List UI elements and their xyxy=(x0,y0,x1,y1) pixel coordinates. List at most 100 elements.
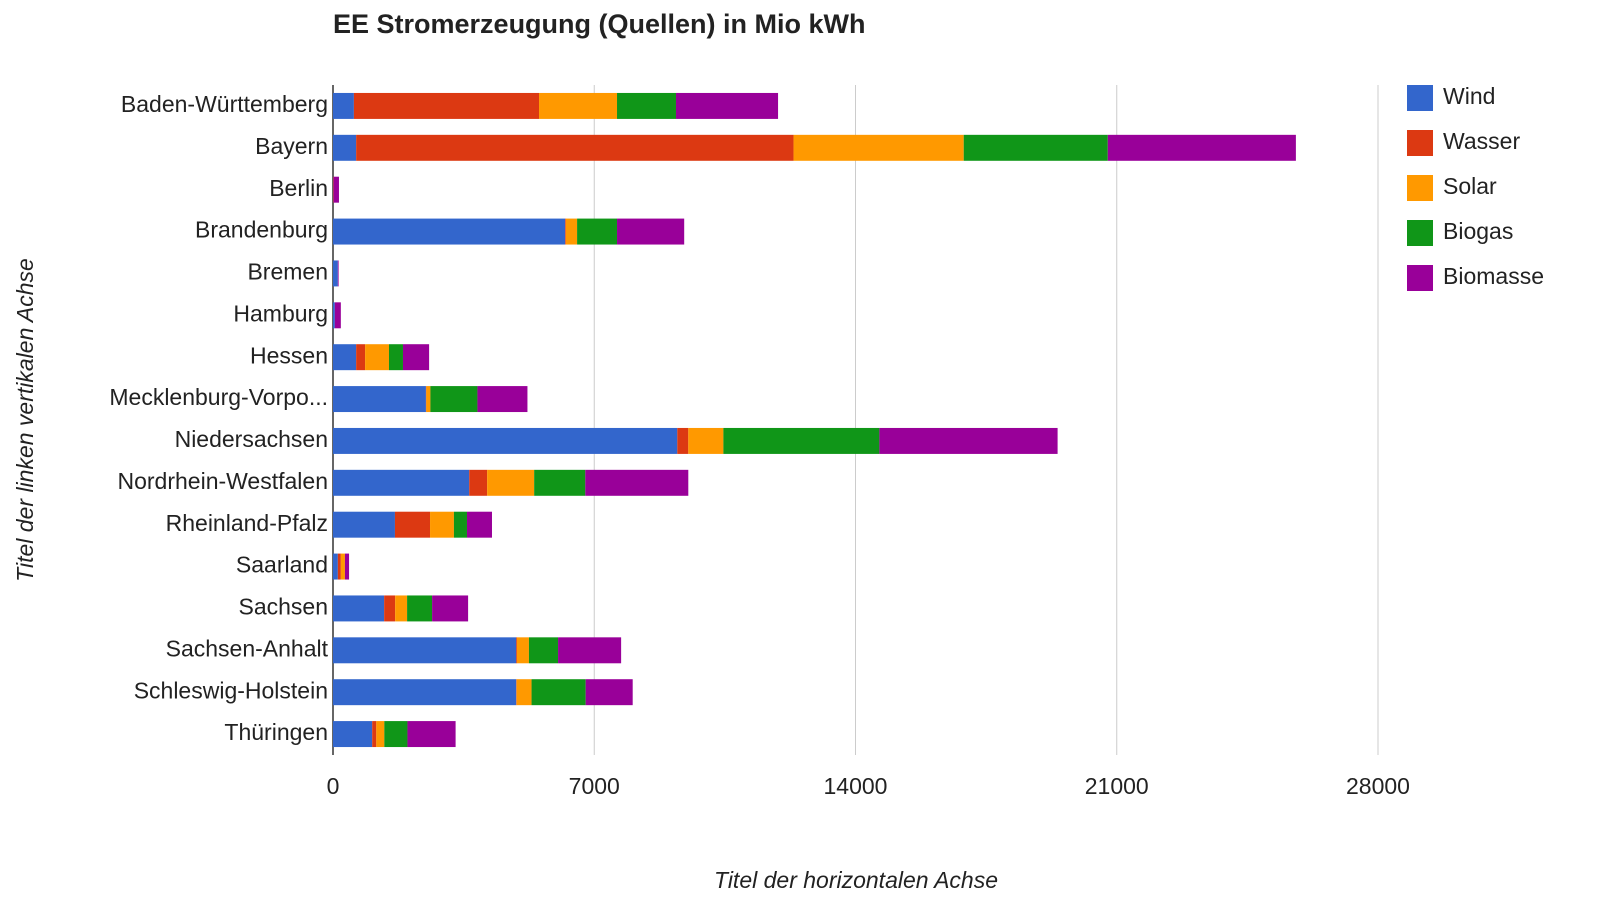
bar-segment xyxy=(585,469,689,496)
legend-swatch xyxy=(1407,265,1433,291)
bar-segment xyxy=(356,344,366,371)
bar-segment xyxy=(333,721,373,748)
x-tick-label: 7000 xyxy=(569,773,620,799)
bar-segment xyxy=(333,260,338,287)
bar-segment xyxy=(430,511,454,538)
legend-label: Wind xyxy=(1443,83,1495,109)
bar-segment xyxy=(384,721,408,748)
bar-segment xyxy=(430,386,478,413)
y-tick-label: Niedersachsen xyxy=(175,426,328,452)
bar-segment xyxy=(617,92,676,119)
bar-segment xyxy=(688,427,724,454)
bar-segment xyxy=(353,92,540,119)
bar-segment xyxy=(394,511,431,538)
bar-segment xyxy=(675,92,779,119)
bar-segment xyxy=(963,134,1108,161)
bar-segment xyxy=(407,595,433,622)
x-tick-label: 14000 xyxy=(824,773,888,799)
y-tick-label: Baden-Württemberg xyxy=(121,91,328,117)
bar-segment xyxy=(333,511,395,538)
bar-segment xyxy=(344,553,350,580)
bar-segment xyxy=(340,553,345,580)
bar-segment xyxy=(617,218,685,245)
bar-segment xyxy=(539,92,618,119)
bar-segment xyxy=(333,302,335,329)
bar-segment xyxy=(384,595,396,622)
bar-segment xyxy=(793,134,964,161)
bar-segment xyxy=(677,427,689,454)
y-tick-label: Saarland xyxy=(236,552,328,578)
bar-segment xyxy=(565,218,578,245)
bar-segment xyxy=(333,344,357,371)
y-tick-label: Bremen xyxy=(247,259,328,285)
bar-segment xyxy=(516,637,529,664)
y-tick-label: Berlin xyxy=(269,175,328,201)
legend-label: Wasser xyxy=(1443,128,1520,154)
bar-segment xyxy=(376,721,385,748)
bar-segment xyxy=(388,344,403,371)
chart-title: EE Stromerzeugung (Quellen) in Mio kWh xyxy=(333,9,866,39)
bar-segment xyxy=(372,721,377,748)
x-tick-label: 0 xyxy=(327,773,340,799)
bar-segment xyxy=(333,553,338,580)
y-tick-label: Rheinland-Pfalz xyxy=(166,510,328,536)
y-tick-label: Thüringen xyxy=(224,719,328,745)
y-tick-label: Bayern xyxy=(255,133,328,159)
bar-segment xyxy=(528,637,559,664)
bar-segment xyxy=(516,637,517,664)
y-tick-label: Sachsen xyxy=(238,594,328,620)
bar-segment xyxy=(531,679,586,706)
y-axis-title: Titel der linken vertikalen Achse xyxy=(12,258,38,582)
bar-segment xyxy=(585,679,633,706)
legend-swatch xyxy=(1407,175,1433,201)
bar-segment xyxy=(577,218,618,245)
legend-swatch xyxy=(1407,85,1433,111)
y-tick-label: Nordrhein-Westfalen xyxy=(117,468,328,494)
legend-label: Biomasse xyxy=(1443,263,1544,289)
bar-segment xyxy=(487,469,535,496)
y-tick-label: Hessen xyxy=(250,342,328,368)
bar-segment xyxy=(333,637,517,664)
bar-segment xyxy=(365,344,389,371)
bar-segment xyxy=(432,595,469,622)
bar-segment xyxy=(565,218,566,245)
y-tick-label: Sachsen-Anhalt xyxy=(166,635,329,661)
bar-segment xyxy=(402,344,430,371)
bar-segment xyxy=(534,469,586,496)
bar-segment xyxy=(558,637,622,664)
x-tick-label: 28000 xyxy=(1346,773,1410,799)
bar-segment xyxy=(334,302,341,329)
bar-segment xyxy=(333,679,517,706)
bar-segment xyxy=(516,679,532,706)
bar-segment xyxy=(879,427,1058,454)
bar-segment xyxy=(407,721,456,748)
bar-segment xyxy=(333,469,470,496)
legend-label: Biogas xyxy=(1443,218,1513,244)
bar-segment xyxy=(395,595,408,622)
bar-segment xyxy=(333,176,339,203)
legend-swatch xyxy=(1407,130,1433,156)
bar-segment xyxy=(477,386,528,413)
bar-segment xyxy=(333,595,385,622)
bar-segment xyxy=(337,260,339,287)
x-axis-title: Titel der horizontalen Achse xyxy=(714,867,998,893)
bar-segment xyxy=(333,427,678,454)
y-tick-label: Mecklenburg-Vorpo... xyxy=(109,384,328,410)
bar-segment xyxy=(333,92,354,119)
bar-segment xyxy=(723,427,880,454)
bar-segment xyxy=(333,218,566,245)
bar-segment xyxy=(1107,134,1296,161)
bar-segment xyxy=(333,134,357,161)
bar-segment xyxy=(469,469,488,496)
legend-label: Solar xyxy=(1443,173,1497,199)
y-tick-label: Hamburg xyxy=(233,300,328,326)
bar-segment xyxy=(453,511,467,538)
y-tick-label: Brandenburg xyxy=(195,217,328,243)
bar-segment xyxy=(356,134,794,161)
x-tick-label: 21000 xyxy=(1085,773,1149,799)
bar-segment xyxy=(333,386,426,413)
y-tick-label: Schleswig-Holstein xyxy=(134,677,328,703)
bar-segment xyxy=(337,553,341,580)
legend-swatch xyxy=(1407,220,1433,246)
